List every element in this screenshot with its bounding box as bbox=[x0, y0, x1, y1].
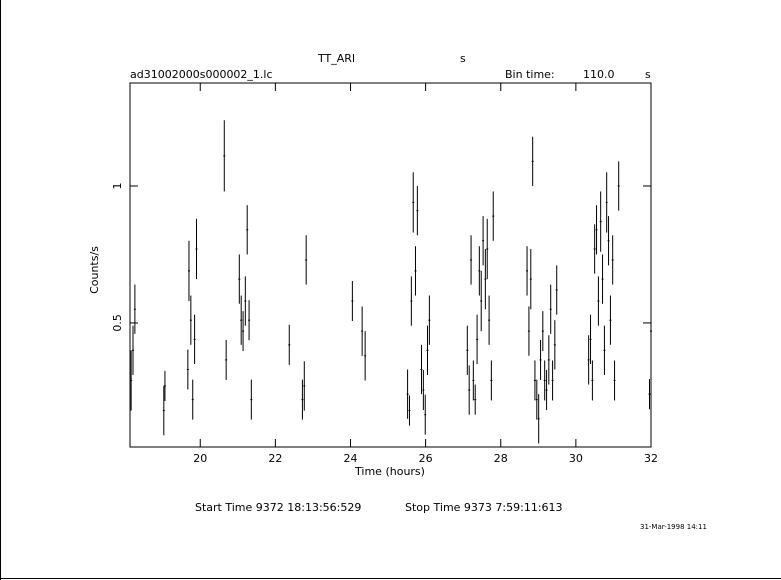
y-tick-label: 0.5 bbox=[111, 314, 124, 332]
plot-frame bbox=[129, 82, 652, 448]
y-axis-label: Counts/s bbox=[88, 246, 101, 294]
x-tick-label: 22 bbox=[268, 452, 282, 465]
bin-unit: s bbox=[645, 68, 651, 81]
x-axis-label: Time (hours) bbox=[354, 465, 425, 478]
bin-label: Bin time: bbox=[505, 68, 555, 81]
date: 31-Mar-1998 14:11 bbox=[640, 523, 707, 531]
x-tick-label: 20 bbox=[193, 452, 207, 465]
x-tick-label: 24 bbox=[343, 452, 357, 465]
stop-time: Stop Time 9373 7:59:11:613 bbox=[405, 501, 563, 514]
x-tick-label: 32 bbox=[644, 452, 658, 465]
bin-value: 110.0 bbox=[583, 68, 615, 81]
x-tick-label: 30 bbox=[569, 452, 583, 465]
x-tick-label: 26 bbox=[419, 452, 433, 465]
x-tick-label: 28 bbox=[494, 452, 508, 465]
chart-title: TT_ARI bbox=[317, 52, 355, 65]
file-name: ad31002000s000002_1.lc bbox=[130, 68, 273, 81]
start-time: Start Time 9372 18:13:56:529 bbox=[195, 501, 361, 514]
title-unit: s bbox=[460, 52, 466, 65]
y-tick-label: 1 bbox=[111, 182, 124, 189]
